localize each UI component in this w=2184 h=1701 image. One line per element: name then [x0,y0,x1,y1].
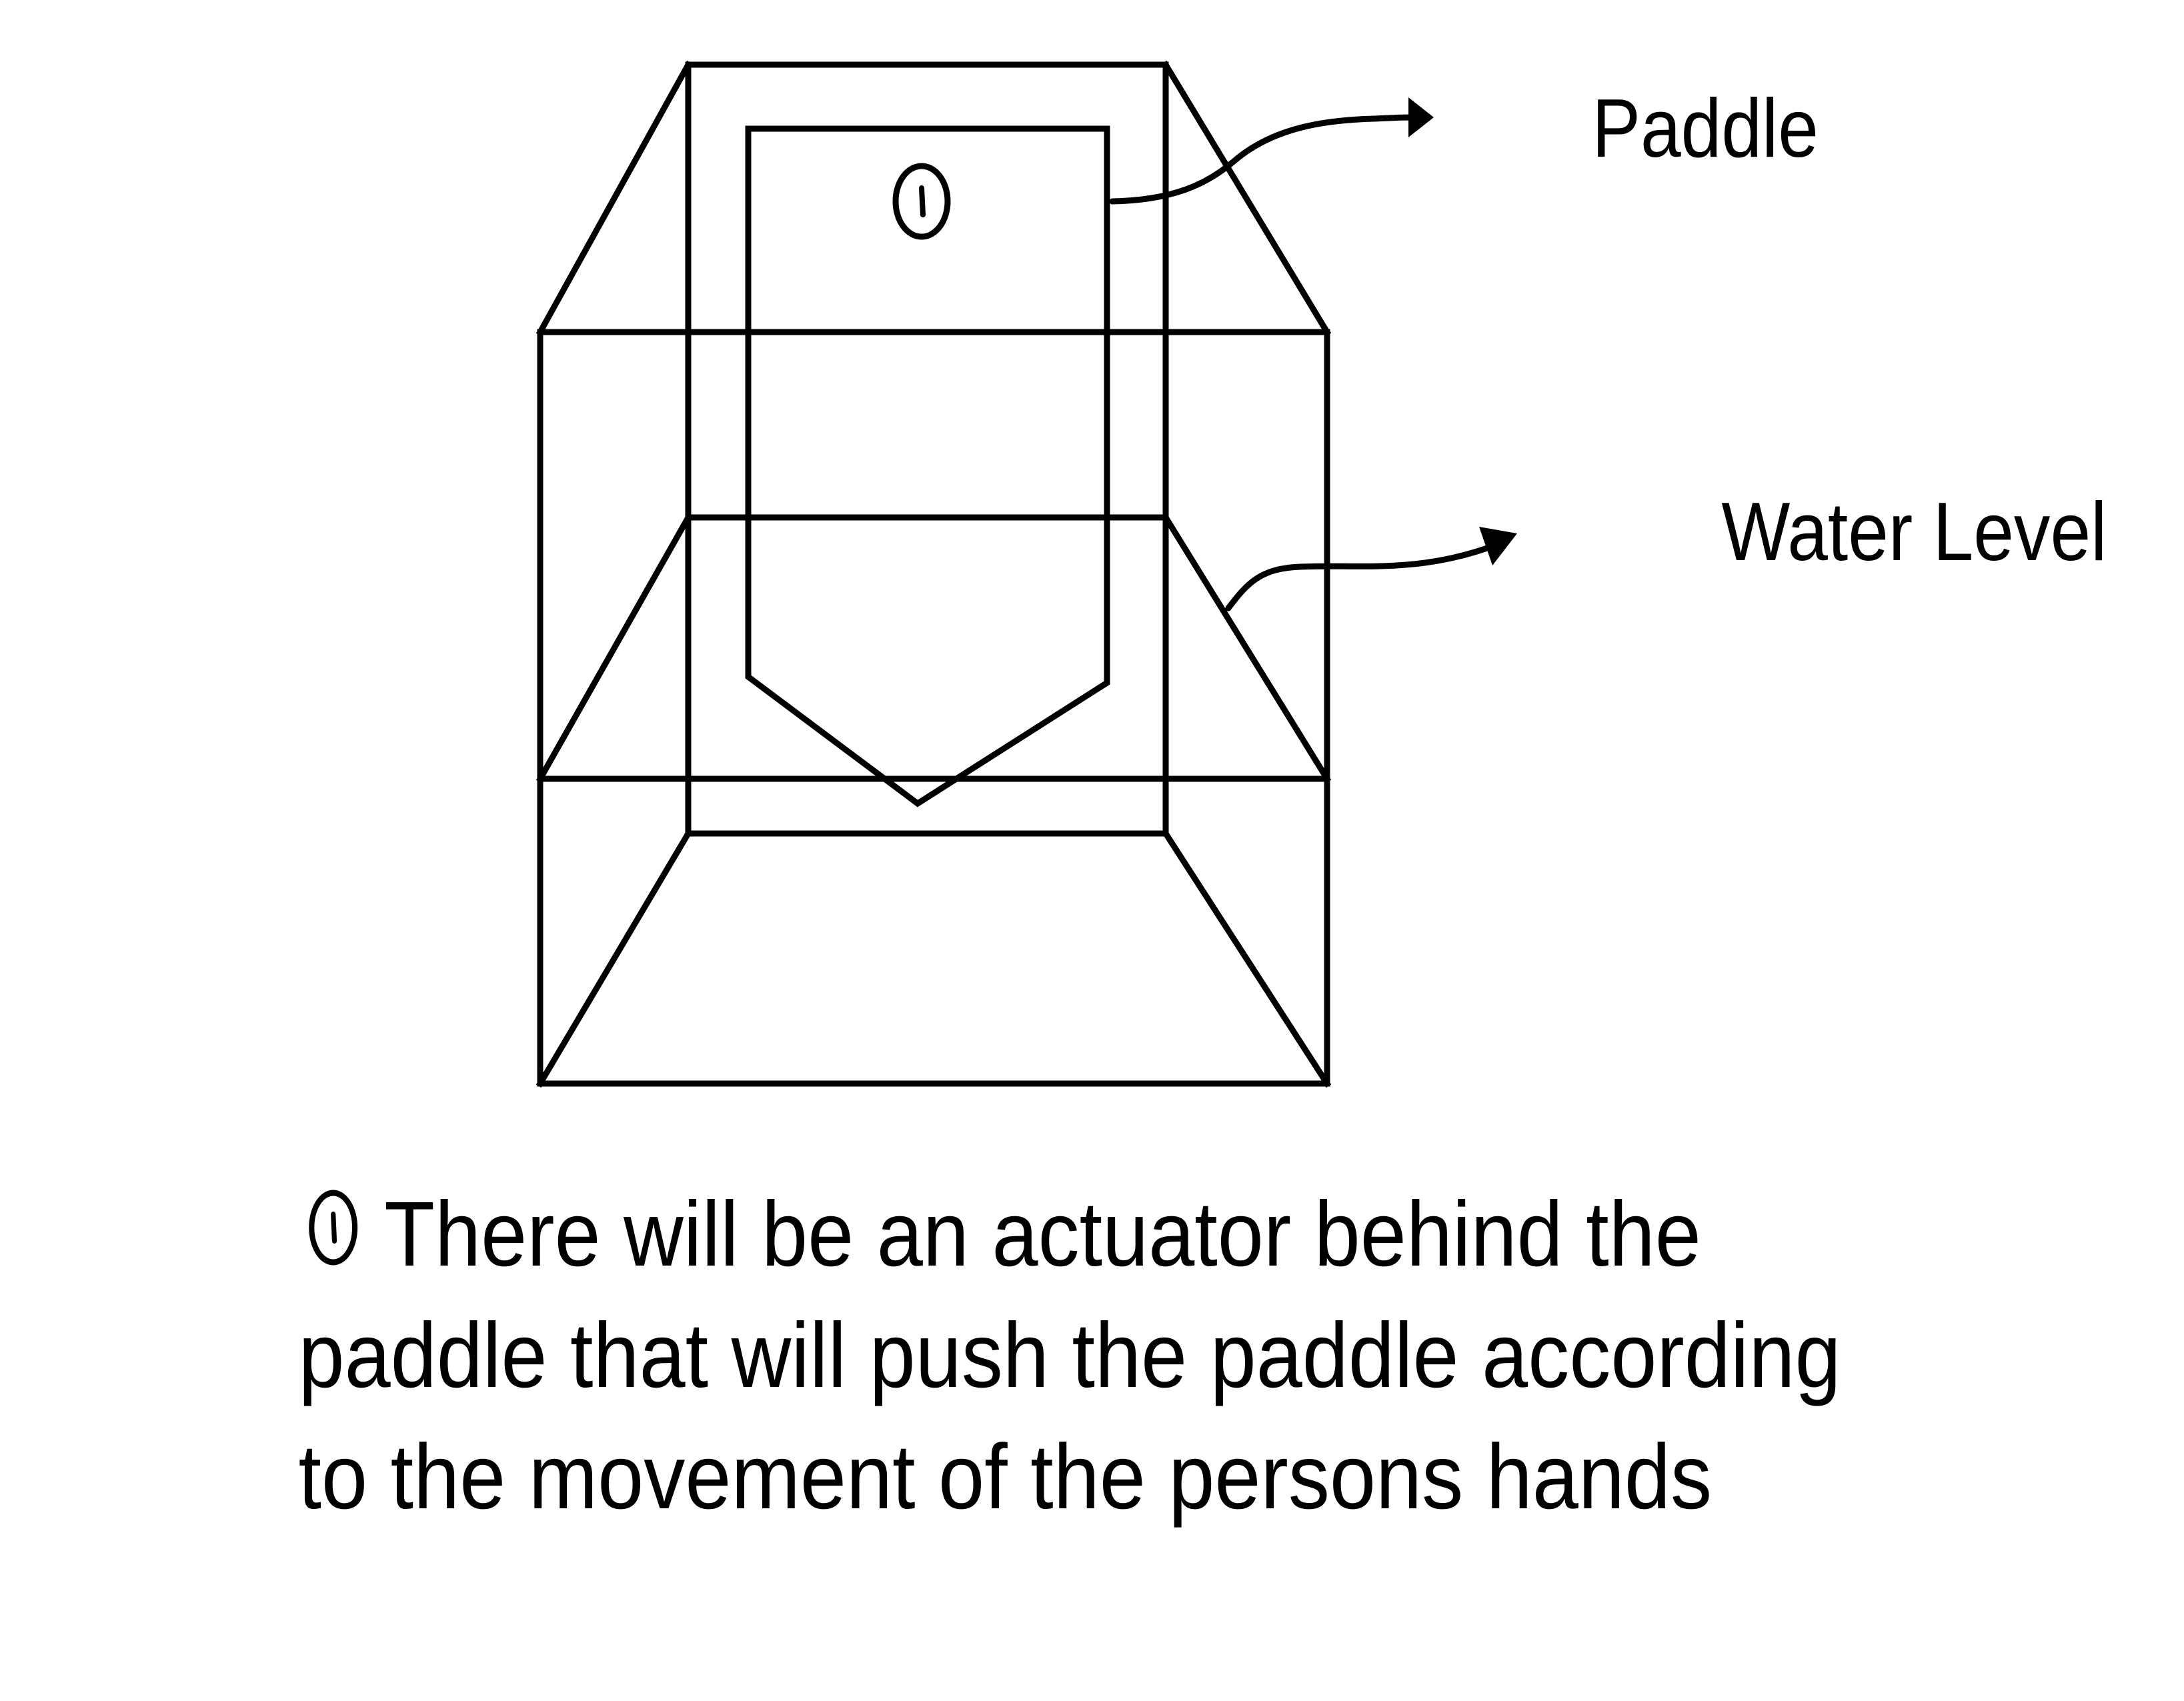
paddle-callout-arrow [1109,97,1434,205]
paddle-shape [745,125,1110,807]
actuator-note: There will be an actuator behind the pad… [298,1174,1841,1538]
tank-outer-front-frame [537,329,1330,1087]
circled-one-marker-icon [892,163,951,240]
note-line-1: There will be an actuator behind the [299,1174,1709,1295]
circled-one-marker-icon [309,1190,358,1266]
water-level-callout-arrow [1225,527,1517,611]
water-level-label: Water Level [1721,485,2107,577]
tank-perspective-edges [535,60,1332,1088]
note-line-3: to the movement of the persons hands [298,1426,1713,1528]
paddle-label: Paddle [1592,81,1819,174]
note-text-line-1: There will be an actuator behind the [384,1183,1701,1286]
water-level-plane [535,513,1332,783]
tank-back-frame [685,61,1169,837]
note-line-2: paddle that will push the paddle accordi… [298,1304,1841,1407]
